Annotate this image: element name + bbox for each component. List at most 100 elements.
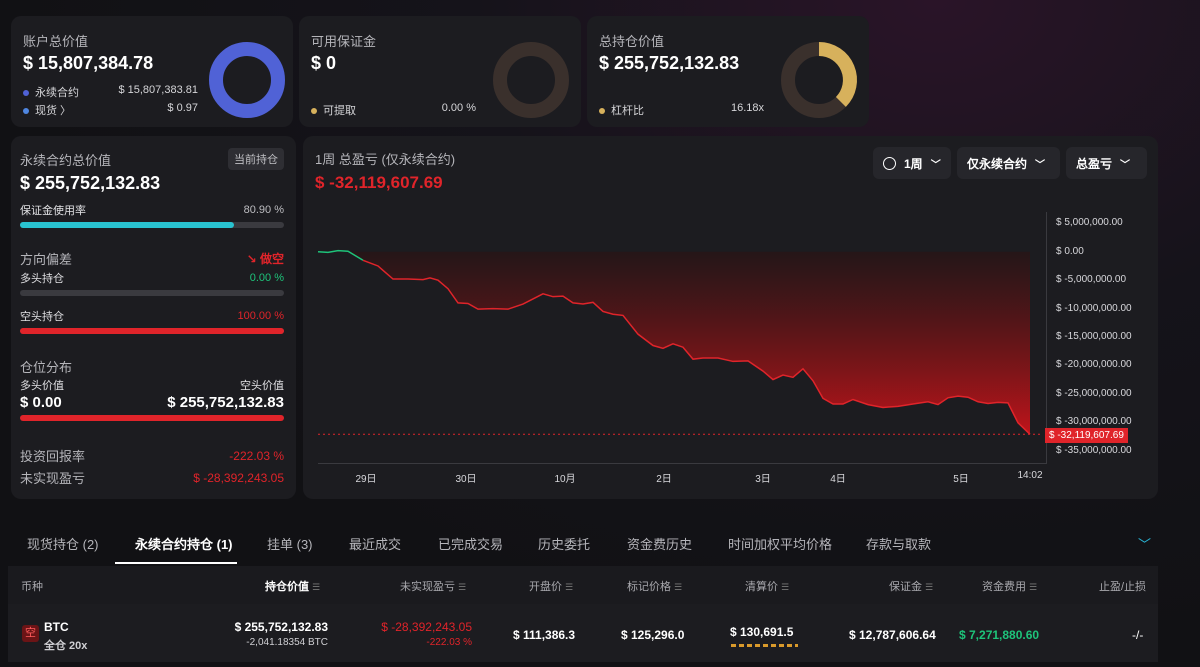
tab-0[interactable]: 现货持仓 (2) bbox=[27, 537, 99, 552]
period-dropdown[interactable]: 1周 ﹀ bbox=[873, 147, 951, 179]
perp-row-label: 永续合约 bbox=[35, 87, 79, 99]
x-tick-label: 2日 bbox=[656, 474, 672, 485]
scope-label: 仅永续合约 bbox=[967, 156, 1028, 171]
x-tick-label: 3日 bbox=[755, 474, 771, 485]
liq-risk-meter bbox=[731, 644, 798, 647]
x-tick-label: 30日 bbox=[455, 474, 477, 485]
perp-value: $ 255,752,132.83 bbox=[20, 173, 161, 193]
y-tick-label: $ -30,000,000.00 bbox=[1056, 416, 1132, 428]
sort-icon: ☰ bbox=[781, 582, 790, 592]
current-position-badge[interactable]: 当前持仓 bbox=[228, 148, 284, 170]
account-donut-chart bbox=[209, 42, 285, 118]
tab-4[interactable]: 已完成交易 bbox=[438, 537, 504, 552]
y-tick-label: $ -10,000,000.00 bbox=[1056, 302, 1132, 314]
perp-summary-card: 永续合约总价值 当前持仓 $ 255,752,132.83 保证金使用率 80.… bbox=[11, 136, 296, 499]
mark-price-cell: $ 125,296.0 bbox=[621, 628, 685, 642]
total-position-card: 总持仓价值 $ 255,752,132.83 杠杆比 16.18x bbox=[587, 16, 869, 127]
col-position-value-label: 持仓价值 bbox=[265, 581, 309, 593]
spot-row-value: $ 0.97 bbox=[167, 102, 198, 114]
col-mark-price[interactable]: 标记价格 ☰ bbox=[627, 578, 682, 594]
current-value-tag: $ -32,119,607.69 bbox=[1045, 428, 1128, 443]
long-value-label: 多头价值 bbox=[20, 380, 64, 392]
upnl-cell: $ -28,392,243.05 bbox=[381, 620, 472, 634]
margin-cell: $ 12,787,606.64 bbox=[849, 628, 936, 642]
tab-7[interactable]: 时间加权平均价格 bbox=[728, 537, 833, 552]
position-size-cell: -2,041.18354 BTC bbox=[246, 637, 328, 648]
y-tick-label: $ -15,000,000.00 bbox=[1056, 331, 1132, 342]
col-entry-price[interactable]: 开盘价 ☰ bbox=[529, 578, 573, 594]
upnl-pct-cell: -222.03 % bbox=[426, 637, 472, 648]
tab-2[interactable]: 挂单 (3) bbox=[267, 537, 313, 552]
tab-8[interactable]: 存款与取款 bbox=[866, 537, 932, 552]
x-tick-label: 10月 bbox=[554, 474, 576, 485]
perp-row-value: $ 15,807,383.81 bbox=[118, 84, 198, 96]
available-margin-amount: $ 0 bbox=[311, 53, 337, 73]
scope-dropdown[interactable]: 仅永续合约 ﹀ bbox=[957, 147, 1060, 179]
col-coin: 币种 bbox=[21, 581, 43, 593]
col-position-value[interactable]: 持仓价值 ☰ bbox=[265, 578, 320, 594]
spot-row[interactable]: 现货 〉 $ 0.97 bbox=[23, 102, 198, 118]
col-liq-label: 清算价 bbox=[745, 581, 778, 593]
margin-mode: 全仓 20x bbox=[44, 640, 88, 652]
short-value-label: 空头价值 bbox=[240, 380, 284, 392]
tpsl-cell[interactable]: -/- bbox=[1132, 628, 1144, 642]
sort-icon: ☰ bbox=[674, 582, 683, 592]
margin-usage-label: 保证金使用率 bbox=[20, 205, 86, 217]
tab-6[interactable]: 资金费历史 bbox=[627, 537, 693, 552]
y-tick-label: $ 5,000,000.00 bbox=[1056, 217, 1123, 229]
upnl-value: $ -28,392,243.05 bbox=[193, 470, 284, 485]
withdrawable-row: 可提取 0.00 % bbox=[311, 102, 476, 118]
coin-name[interactable]: BTC bbox=[44, 620, 69, 634]
trend-down-icon: ↘ bbox=[246, 252, 257, 266]
tab-1[interactable]: 永续合约持仓 (1) bbox=[135, 537, 233, 552]
roi-value: -222.03 % bbox=[229, 448, 284, 463]
clock-icon bbox=[883, 156, 896, 170]
total-position-amount: $ 255,752,132.83 bbox=[599, 53, 740, 73]
pnl-area-chart bbox=[317, 249, 1043, 435]
active-tab-underline bbox=[115, 562, 237, 564]
margin-usage-fill bbox=[20, 222, 234, 228]
margin-usage-bar bbox=[20, 222, 284, 228]
spot-row-label[interactable]: 现货 〉 bbox=[35, 105, 72, 117]
gain-line bbox=[317, 249, 364, 261]
loss-line bbox=[362, 259, 1031, 435]
y-axis-line bbox=[1046, 212, 1047, 464]
sort-icon: ☰ bbox=[312, 582, 321, 592]
y-tick-label: $ -20,000,000.00 bbox=[1056, 359, 1132, 371]
chevron-down-icon: ﹀ bbox=[930, 159, 941, 171]
withdrawable-value: 0.00 % bbox=[441, 102, 476, 114]
col-liq-price[interactable]: 清算价 ☰ bbox=[745, 578, 789, 594]
x-tick-label: 5日 bbox=[953, 474, 969, 485]
tab-3[interactable]: 最近成交 bbox=[349, 537, 402, 552]
metric-dropdown[interactable]: 总盈亏 ﹀ bbox=[1066, 147, 1147, 179]
short-badge: 空 bbox=[22, 625, 39, 642]
col-margin-label: 保证金 bbox=[889, 581, 922, 593]
col-upnl[interactable]: 未实现盈亏 ☰ bbox=[400, 578, 466, 594]
table-row[interactable] bbox=[8, 604, 1158, 662]
x-tick-label: 4日 bbox=[830, 474, 846, 485]
pnl-chart-title: 1周 总盈亏 (仅永续合约) bbox=[315, 152, 456, 167]
y-tick-label: $ 0.00 bbox=[1056, 245, 1084, 257]
short-position-label: 空头持仓 bbox=[20, 311, 64, 323]
x-tick-label: 29日 bbox=[355, 474, 377, 485]
direction-value: 做空 bbox=[259, 252, 284, 266]
withdrawable-label: 可提取 bbox=[323, 105, 356, 117]
available-margin-title: 可用保证金 bbox=[311, 34, 377, 49]
short-position-bar bbox=[20, 328, 284, 334]
direction-label: 方向偏差 bbox=[20, 252, 73, 267]
col-upnl-label: 未实现盈亏 bbox=[400, 581, 455, 593]
chevron-down-icon: ﹀ bbox=[1120, 159, 1131, 171]
col-margin[interactable]: 保证金 ☰ bbox=[889, 578, 933, 594]
tab-5[interactable]: 历史委托 bbox=[538, 537, 591, 552]
position-value-cell: $ 255,752,132.83 bbox=[234, 620, 328, 634]
collapse-chevron-icon[interactable]: ﹀ bbox=[1138, 537, 1152, 552]
account-value-title: 账户总价值 bbox=[23, 34, 89, 49]
long-position-value: 0.00 % bbox=[249, 272, 284, 284]
margin-usage-value: 80.90 % bbox=[243, 204, 284, 216]
col-mark-label: 标记价格 bbox=[627, 581, 671, 593]
available-margin-card: 可用保证金 $ 0 可提取 0.00 % bbox=[299, 16, 581, 127]
col-funding[interactable]: 资金费用 ☰ bbox=[982, 578, 1037, 594]
sort-icon: ☰ bbox=[925, 582, 934, 592]
x-axis-line bbox=[318, 463, 1046, 464]
long-amount: $ 0.00 bbox=[20, 394, 62, 411]
